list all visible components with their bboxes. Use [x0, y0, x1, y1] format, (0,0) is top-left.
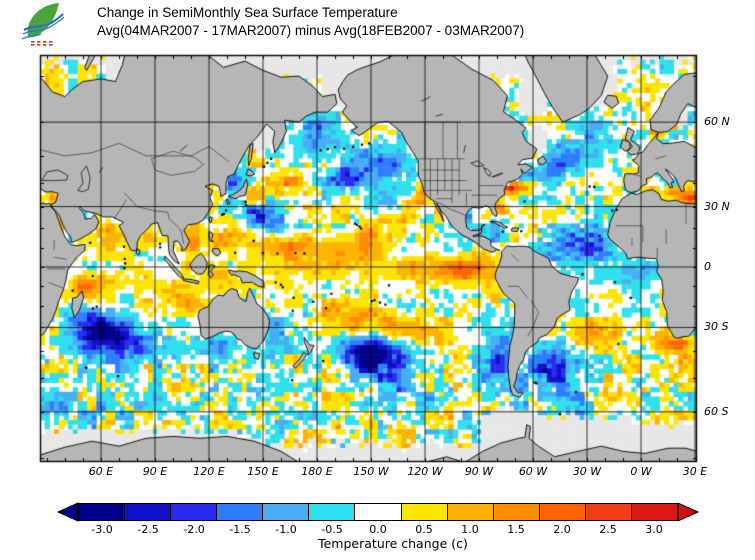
- colorbar-segment: [354, 504, 401, 520]
- colorbar-scale: [78, 503, 678, 521]
- lat-label: 0: [704, 260, 711, 273]
- colorbar-tick: -2.5: [137, 523, 159, 536]
- colorbar-tick: -3.0: [91, 523, 113, 536]
- colorbar-right-arrow: [678, 502, 700, 522]
- lon-label: 30 E: [682, 465, 708, 478]
- colorbar-tick: 0.0: [369, 523, 387, 536]
- lon-label: 90 E: [142, 465, 168, 478]
- lat-label: 30 N: [704, 199, 730, 213]
- colorbar-tick: -0.5: [321, 523, 343, 536]
- colorbar-tick: 1.0: [461, 523, 479, 536]
- lon-label: 120 E: [193, 465, 225, 478]
- colorbar-segment: [538, 504, 585, 520]
- lat-label: 60 N: [704, 115, 730, 129]
- colorbar-segment: [308, 504, 355, 520]
- chart-subtitle: Avg(04MAR2007 - 17MAR2007) minus Avg(18F…: [97, 23, 525, 38]
- colorbar-segment: [216, 504, 263, 520]
- lon-label: 60 W: [518, 465, 548, 478]
- lon-label: 150 E: [247, 465, 279, 478]
- leaf-wave-icon: [21, 3, 65, 46]
- colorbar-segment: [79, 504, 125, 520]
- colorbar-segment: [124, 504, 171, 520]
- colorbar-segment: [630, 504, 678, 520]
- lon-label: 120 W: [407, 465, 443, 478]
- colorbar-tick: 3.0: [645, 523, 663, 536]
- lon-label: 60 E: [88, 465, 114, 478]
- colorbar-segment: [262, 504, 309, 520]
- colorbar-segment: [170, 504, 217, 520]
- colorbar-title: Temperature change (c): [318, 536, 468, 551]
- colorbar-segment: [446, 504, 493, 520]
- colorbar-tick: 1.5: [507, 523, 525, 536]
- colorbar-tick: -1.5: [229, 523, 251, 536]
- lon-label: 150 W: [353, 465, 389, 478]
- colorbar-tick: -1.0: [275, 523, 297, 536]
- chart-title: Change in SemiMonthly Sea Surface Temper…: [97, 5, 398, 20]
- colorbar-tick: 0.5: [415, 523, 433, 536]
- colorbar-left-arrow: [57, 502, 79, 522]
- agency-logo: [21, 1, 76, 47]
- lat-label: 60 S: [704, 404, 729, 418]
- lon-label: 30 W: [572, 465, 602, 478]
- lon-label: 90 W: [464, 465, 494, 478]
- colorbar-segment: [400, 504, 447, 520]
- colorbar-segment: [492, 504, 539, 520]
- colorbar-segment: [584, 504, 631, 520]
- lon-label: 0 W: [630, 465, 652, 478]
- colorbar-tick: -2.0: [183, 523, 205, 536]
- colorbar: -3.0 -2.5 -2.0 -1.5 -1.0 -0.5 0.0 0.5 1.0 1.5 2.0 2…: [57, 502, 707, 554]
- lat-label: 30 S: [704, 320, 729, 334]
- colorbar-tick: 2.0: [553, 523, 571, 536]
- colorbar-tick: 2.5: [599, 523, 617, 536]
- lon-label: 180 E: [301, 465, 333, 478]
